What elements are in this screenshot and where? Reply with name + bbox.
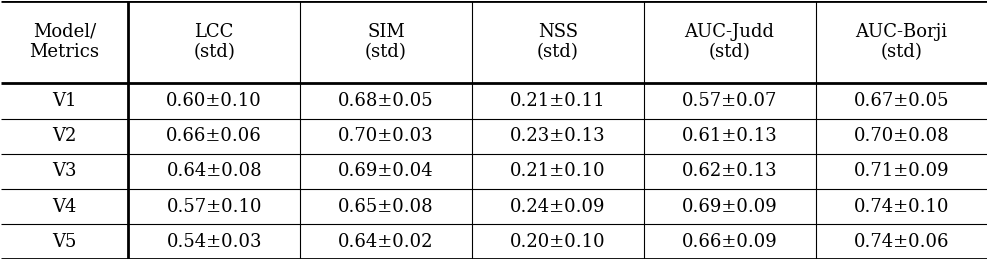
Text: 0.74±0.06: 0.74±0.06 xyxy=(854,233,949,251)
Text: AUC-Judd
(std): AUC-Judd (std) xyxy=(685,23,775,61)
Text: 0.68±0.05: 0.68±0.05 xyxy=(338,92,434,110)
Text: 0.21±0.10: 0.21±0.10 xyxy=(510,162,606,180)
Text: 0.64±0.08: 0.64±0.08 xyxy=(166,162,262,180)
Text: 0.67±0.05: 0.67±0.05 xyxy=(854,92,949,110)
Text: 0.69±0.09: 0.69±0.09 xyxy=(682,198,778,216)
Text: 0.65±0.08: 0.65±0.08 xyxy=(338,198,434,216)
Text: 0.64±0.02: 0.64±0.02 xyxy=(338,233,434,251)
Text: 0.57±0.07: 0.57±0.07 xyxy=(682,92,778,110)
Text: 0.24±0.09: 0.24±0.09 xyxy=(510,198,606,216)
Text: 0.70±0.08: 0.70±0.08 xyxy=(854,127,949,145)
Text: V4: V4 xyxy=(52,198,77,216)
Text: SIM
(std): SIM (std) xyxy=(366,23,407,61)
Text: V2: V2 xyxy=(52,127,77,145)
Text: 0.57±0.10: 0.57±0.10 xyxy=(166,198,262,216)
Text: LCC
(std): LCC (std) xyxy=(194,23,235,61)
Text: 0.21±0.11: 0.21±0.11 xyxy=(510,92,606,110)
Text: AUC-Borji
(std): AUC-Borji (std) xyxy=(856,23,947,61)
Text: 0.70±0.03: 0.70±0.03 xyxy=(338,127,434,145)
Text: NSS
(std): NSS (std) xyxy=(536,23,579,61)
Text: V5: V5 xyxy=(52,233,77,251)
Text: 0.61±0.13: 0.61±0.13 xyxy=(682,127,778,145)
Text: 0.71±0.09: 0.71±0.09 xyxy=(854,162,949,180)
Text: 0.66±0.06: 0.66±0.06 xyxy=(166,127,262,145)
Text: 0.20±0.10: 0.20±0.10 xyxy=(510,233,606,251)
Text: V1: V1 xyxy=(52,92,77,110)
Text: V3: V3 xyxy=(52,162,77,180)
Text: 0.60±0.10: 0.60±0.10 xyxy=(166,92,262,110)
Text: 0.74±0.10: 0.74±0.10 xyxy=(854,198,949,216)
Text: 0.23±0.13: 0.23±0.13 xyxy=(510,127,606,145)
Text: 0.69±0.04: 0.69±0.04 xyxy=(338,162,434,180)
Text: 0.66±0.09: 0.66±0.09 xyxy=(682,233,778,251)
Text: 0.62±0.13: 0.62±0.13 xyxy=(682,162,778,180)
Text: 0.54±0.03: 0.54±0.03 xyxy=(166,233,262,251)
Text: Model/
Metrics: Model/ Metrics xyxy=(30,23,100,61)
